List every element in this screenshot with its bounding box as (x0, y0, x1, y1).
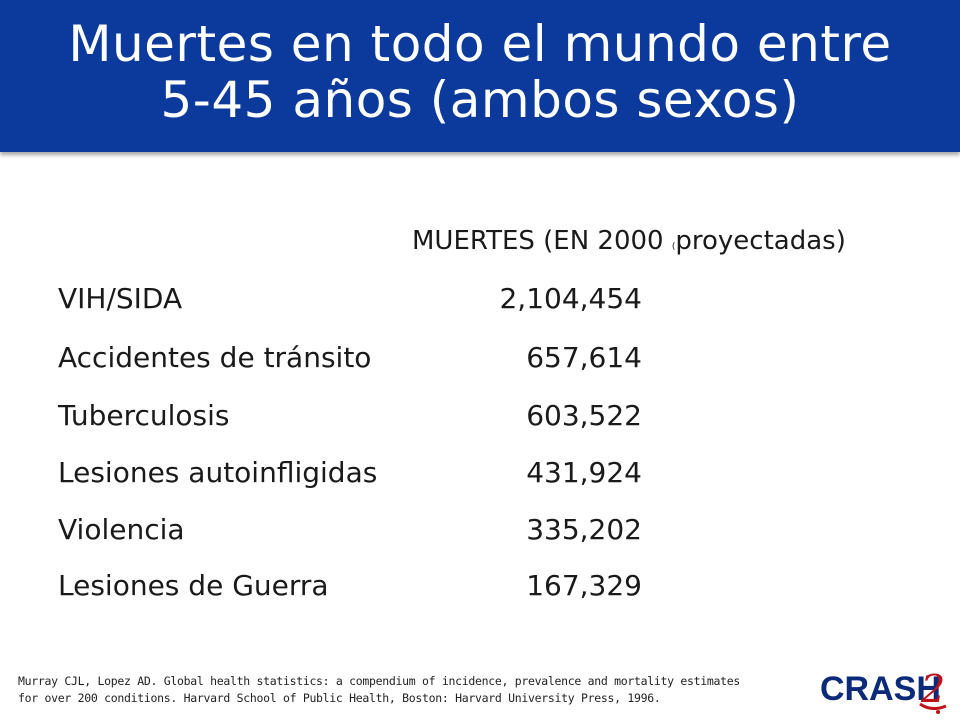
row-label: Lesiones de Guerra (58, 569, 329, 602)
slide-title-line-1: Muertes en todo el mundo entre (68, 15, 892, 73)
row-value: 167,329 (526, 569, 642, 602)
table-row: Tuberculosis 603,522 (0, 396, 960, 436)
title-bar: Muertes en todo el mundo entre 5-45 años… (0, 0, 960, 152)
logo-swoosh (919, 702, 947, 711)
logo-text: CRASH (820, 670, 941, 708)
column-header-end: proyectadas) (675, 226, 846, 256)
row-value: 2,104,454 (499, 282, 642, 315)
column-header-main: MUERTES (EN 2000 (412, 226, 664, 256)
citation: Murray CJL, Lopez AD. Global health stat… (18, 673, 788, 707)
row-label: Violencia (58, 513, 185, 546)
table-row: Lesiones autoinfligidas 431,924 (0, 453, 960, 493)
row-label: Lesiones autoinfligidas (58, 456, 378, 489)
row-label: VIH/SIDA (58, 282, 183, 315)
row-value: 431,924 (526, 456, 642, 489)
table-row: Violencia 335,202 (0, 510, 960, 550)
slide-title: Muertes en todo el mundo entre 5-45 años… (40, 16, 920, 128)
column-header: MUERTES (EN 2000 (proyectadas) (412, 226, 846, 256)
crash2-logo: CRASH 2 (820, 667, 947, 714)
row-value: 335,202 (526, 513, 642, 546)
table-row: Lesiones de Guerra 167,329 (0, 566, 960, 606)
row-value: 657,614 (526, 341, 642, 374)
slide-title-line-2: 5-45 años (ambos sexos) (160, 71, 800, 129)
logo-number: 2 (920, 667, 945, 711)
table-row: VIH/SIDA 2,104,454 (0, 279, 960, 319)
table-row: Accidentes de tránsito 657,614 (0, 338, 960, 378)
row-value: 603,522 (526, 399, 642, 432)
row-label: Accidentes de tránsito (58, 341, 372, 374)
column-header-small-paren: ( (671, 242, 676, 252)
logo-drop (936, 710, 940, 714)
citation-line-1: Murray CJL, Lopez AD. Global health stat… (18, 674, 740, 688)
citation-line-2: for over 200 conditions. Harvard School … (18, 691, 661, 705)
row-label: Tuberculosis (58, 399, 230, 432)
